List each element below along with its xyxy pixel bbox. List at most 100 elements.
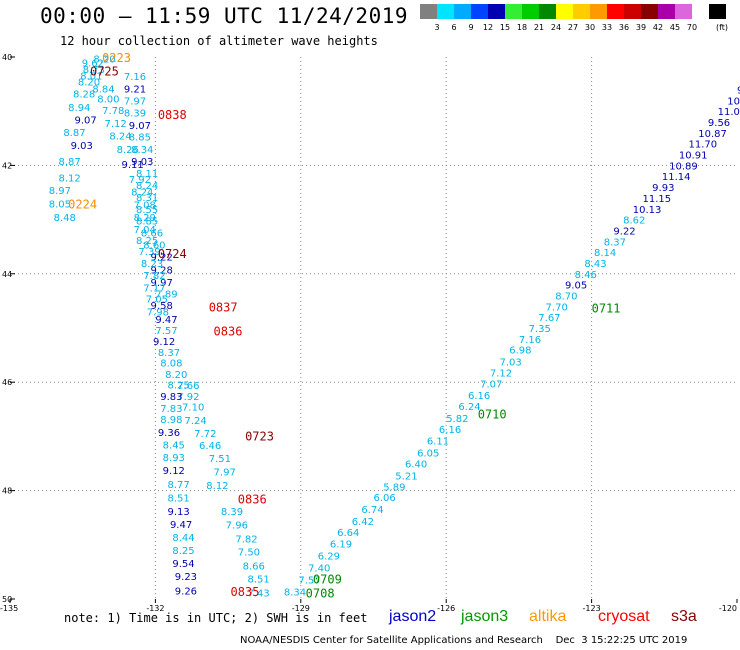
wave-height-value: 8.01 <box>80 71 102 82</box>
lon-label: -129 <box>292 604 310 613</box>
wave-height-value: 11.70 <box>689 140 718 151</box>
wave-height-value: 8.51 <box>247 574 269 585</box>
pass-time-label: 0836 <box>214 325 243 339</box>
pass-time-label: 0708 <box>306 586 335 600</box>
wave-height-value: 8.62 <box>623 216 645 227</box>
wave-height-value: 8.84 <box>92 84 114 95</box>
wave-height-value: 6.05 <box>417 449 439 460</box>
wave-height-value: 7.98 <box>147 308 169 319</box>
wave-height-value: 8.34 <box>131 145 153 156</box>
legend-label: 24 <box>550 23 562 32</box>
wave-height-value: 9.54 <box>172 559 194 570</box>
legend-altika: altika <box>529 608 567 625</box>
pass-time-label: 0836 <box>238 493 267 507</box>
wave-height-value: 7.08 <box>134 200 156 211</box>
legend-cryosat: cryosat <box>598 608 650 625</box>
legend-label: 36 <box>618 23 630 32</box>
legend-jason3: jason3 <box>461 608 509 625</box>
wave-height-value: 8.85 <box>136 217 158 228</box>
wave-height-value: 8.29 <box>134 213 156 224</box>
page-title: 00:00 – 11:59 UTC 11/24/2019 <box>40 4 409 28</box>
wave-height-value: 11.15 <box>642 194 671 205</box>
legend-swatch <box>573 4 590 19</box>
wave-height-value: 9.36 <box>158 428 180 439</box>
pass-time-label: 0224 <box>68 197 97 211</box>
wave-height-value: 9.72 <box>737 86 740 97</box>
wave-height-value: 7.66 <box>177 381 199 392</box>
wave-height-value: 7.10 <box>182 403 204 414</box>
legend-swatch <box>539 4 556 19</box>
wave-height-value: 5.89 <box>383 482 405 493</box>
wave-height-value: 6.46 <box>199 441 221 452</box>
observation-layer: 8.209.628.738.018.208.848.28 8.008.94 7.78… <box>49 55 740 600</box>
lon-label: -126 <box>437 604 455 613</box>
wave-height-value: 9.23 <box>175 572 197 583</box>
legend-swatch <box>522 4 539 19</box>
wave-height-value: 8.45 <box>163 441 185 452</box>
wave-height-value: 8.26 <box>117 145 139 156</box>
wave-height-value: 6.29 <box>318 552 340 563</box>
wave-height-value: 8.25 <box>172 546 194 557</box>
wave-height-value: 11.02 <box>718 107 740 118</box>
wave-height-value: 9.03 <box>131 157 153 168</box>
wave-height-value: 8.87 <box>63 128 85 139</box>
wave-height-value: 5.82 <box>446 414 468 425</box>
wave-height-value: 9.21 <box>124 84 146 95</box>
wave-height-value: 6.11 <box>427 437 449 448</box>
wave-height-value: 9.07 <box>129 121 151 132</box>
legend-swatch <box>454 4 471 19</box>
legend-label: 15 <box>499 23 511 32</box>
wave-height-value: 7.70 <box>546 302 568 313</box>
wave-height-value: 10.91 <box>679 151 708 162</box>
wave-height-value: 7.82 <box>143 271 165 282</box>
pass-time-label: 0724 <box>158 247 187 261</box>
wave-height-value: 8.25 <box>136 236 158 247</box>
lon-label: -120 <box>719 604 737 613</box>
footer-note: note: 1) Time is in UTC; 2) SWH is in fe… <box>64 611 368 625</box>
wave-height-value: 6.16 <box>439 425 461 436</box>
legend-label: 30 <box>584 23 596 32</box>
wave-height-value: 7.89 <box>155 289 177 300</box>
wave-height-value: 8.08 <box>160 359 182 370</box>
wave-height-value: 9.62 <box>82 58 104 69</box>
wave-height-value: 8.51 <box>168 494 190 505</box>
legend-unit: (ft) <box>715 23 729 32</box>
wave-height-value: 8.97 <box>49 186 71 197</box>
legend-label: 21 <box>533 23 545 32</box>
legend-swatch <box>420 4 437 19</box>
wave-height-value: 9.22 <box>613 226 635 237</box>
wave-height-value: 8.24 <box>109 132 131 143</box>
wave-height-value: 9.83 <box>160 392 182 403</box>
legend-label: 33 <box>601 23 613 32</box>
wave-height-value: 8.24 <box>131 187 153 198</box>
wave-height-value: 7.39 <box>138 247 160 258</box>
map-axis-labels: 40 42 44 46 48 50-135 -132 -129 -126 -123 -120 <box>0 53 737 613</box>
wave-height-value: 8.23 <box>141 259 163 270</box>
lat-label: 50 <box>2 595 12 604</box>
legend-swatch <box>556 4 573 19</box>
wave-height-value: 7.35 <box>529 324 551 335</box>
wave-height-value: 7.92 <box>129 175 151 186</box>
wave-height-value: 9.11 <box>121 160 143 171</box>
wave-height-value: 7.96 <box>226 521 248 532</box>
wave-height-value: 8.11 <box>136 169 158 180</box>
wave-height-value: 7.57 <box>155 326 177 337</box>
legend-swatch <box>709 4 726 19</box>
wave-height-value: 8.98 <box>160 415 182 426</box>
legend-swatch <box>607 4 624 19</box>
wave-height-value: 6.74 <box>361 505 383 516</box>
wave-height-value: 10.35 <box>727 96 740 107</box>
wave-height-value: 8.94 <box>68 103 90 114</box>
wave-height-value: 8.34 <box>284 587 306 598</box>
legend-label: 45 <box>669 23 681 32</box>
wave-height-value: 9.93 <box>652 183 674 194</box>
wave-height-value: 8.20 <box>93 55 115 66</box>
pass-time-label: 0837 <box>209 300 238 314</box>
wave-height-value: 9.28 <box>151 265 173 276</box>
legend-label: 3 <box>434 23 440 32</box>
pass-time-label: 0223 <box>102 51 131 65</box>
wave-height-value: 8.14 <box>594 248 616 259</box>
wave-height-value: 8.25 <box>168 380 190 391</box>
wave-height-value: 7.67 <box>538 313 560 324</box>
legend-swatch <box>437 4 454 19</box>
